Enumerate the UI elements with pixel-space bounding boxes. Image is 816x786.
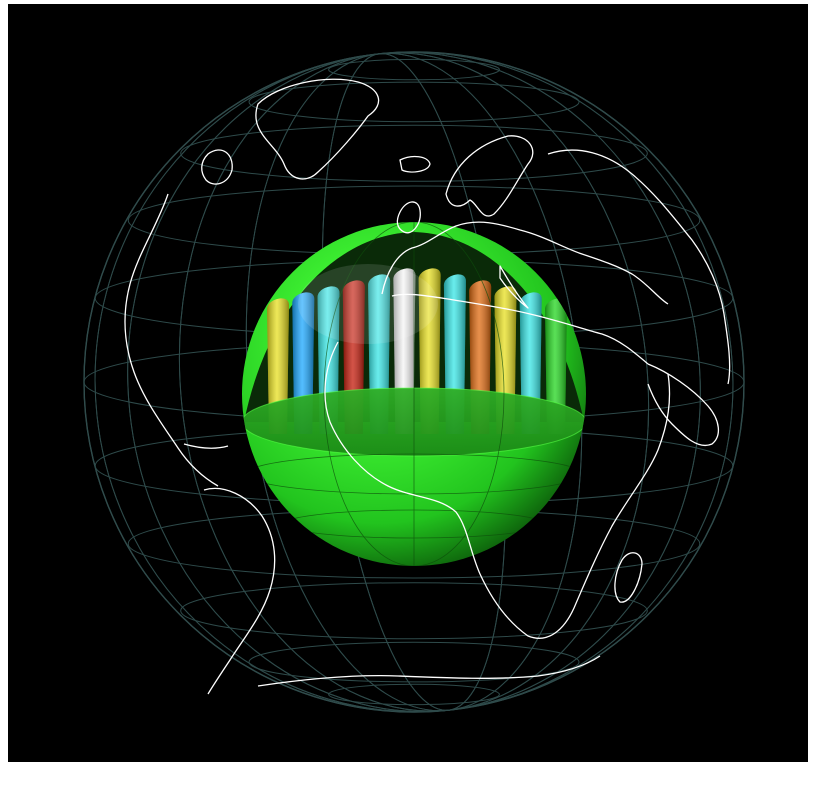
coast-labrador: [201, 149, 233, 185]
coast-britain: [396, 201, 421, 234]
convection-column: [545, 298, 567, 434]
coast-iceland: [399, 155, 431, 173]
parallel-line: [180, 582, 648, 640]
core-highlight: [298, 264, 438, 344]
parallel-line: [248, 641, 580, 683]
coast-madagascar: [614, 552, 643, 603]
coast-antarctica: [257, 655, 601, 687]
inner-core-sphere: [242, 222, 586, 566]
coast-north-america: [124, 193, 219, 487]
globe-svg: [83, 51, 745, 713]
parallel-line: [248, 81, 580, 123]
continent-coastlines: [124, 78, 731, 695]
globe-visualization: [8, 4, 808, 762]
coast-italy: [499, 265, 529, 309]
coast-arabia: [647, 363, 719, 447]
coast-asia: [547, 149, 731, 385]
coast-north-africa: [391, 293, 649, 365]
parallel-line: [328, 58, 500, 81]
meridian-line: [94, 51, 734, 713]
coast-greenland: [255, 78, 380, 180]
coast-caribbean: [183, 443, 229, 449]
coast-europe: [381, 221, 669, 305]
parallel-line: [328, 683, 500, 706]
parallel-line: [180, 124, 648, 182]
coast-africa: [324, 341, 671, 639]
coast-south-america: [203, 487, 276, 695]
coast-scandinavia: [445, 135, 534, 217]
